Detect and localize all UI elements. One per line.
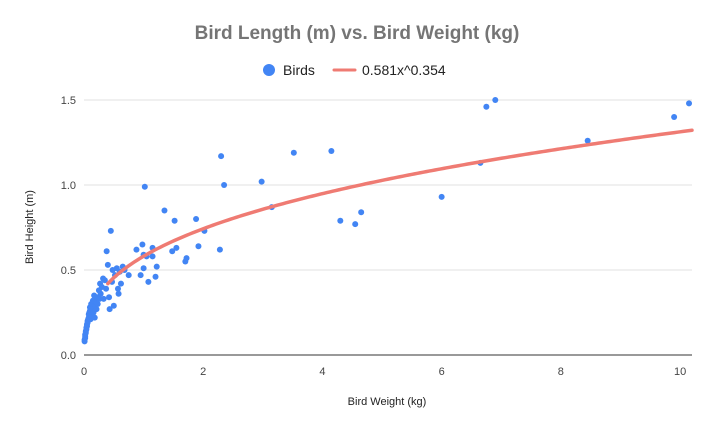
data-point [216, 246, 223, 253]
data-point [115, 290, 122, 297]
x-axis-ticks: 0 2 4 6 8 10 [81, 366, 686, 378]
data-point [145, 278, 152, 285]
x-tick-label: 2 [200, 366, 206, 378]
data-point [139, 241, 146, 248]
data-point [152, 273, 159, 280]
data-point [438, 193, 445, 200]
data-point [106, 306, 113, 313]
data-point [328, 148, 335, 154]
data-point [492, 97, 499, 103]
y-tick-label: 1.0 [61, 180, 76, 192]
data-point [358, 209, 365, 216]
x-tick-label: 0 [81, 366, 87, 378]
y-tick-label: 0.5 [61, 265, 76, 277]
data-point [337, 217, 344, 224]
data-point [352, 221, 359, 228]
data-point [100, 295, 107, 302]
x-tick-label: 6 [439, 366, 445, 378]
data-point [101, 277, 108, 284]
legend-label-trendline: 0.581x^0.354 [362, 62, 446, 78]
y-axis-ticks: 0.0 0.5 1.0 1.5 [61, 95, 76, 362]
data-point [258, 178, 265, 185]
data-points [81, 97, 693, 345]
x-tick-label: 4 [319, 366, 325, 378]
data-point [106, 294, 113, 301]
data-point [171, 217, 178, 224]
chart-title: Bird Length (m) vs. Bird Weight (kg) [195, 23, 520, 44]
data-point [161, 207, 168, 214]
data-point [483, 103, 490, 110]
x-tick-label: 8 [558, 366, 564, 378]
data-point [218, 153, 225, 160]
data-point [141, 183, 148, 190]
x-tick-label: 10 [674, 366, 686, 378]
data-point [137, 272, 144, 279]
data-point [195, 243, 202, 250]
data-point [91, 314, 98, 321]
data-point [290, 149, 297, 156]
legend: Birds 0.581x^0.354 [263, 62, 446, 78]
legend-marker-birds [263, 64, 275, 76]
data-point [96, 295, 103, 302]
data-point [125, 272, 132, 279]
data-point [193, 216, 200, 222]
data-point [671, 114, 678, 120]
data-point [149, 253, 156, 260]
grid-lines [84, 99, 692, 356]
trendline [106, 128, 694, 286]
data-point [94, 301, 101, 307]
data-point [153, 263, 160, 270]
y-tick-label: 1.5 [61, 95, 76, 107]
data-point [107, 227, 114, 234]
data-point [93, 306, 100, 313]
data-point [103, 248, 110, 255]
data-point [140, 265, 147, 272]
data-point [133, 246, 140, 253]
x-axis-label: Bird Weight (kg) [348, 396, 427, 408]
data-point [169, 248, 176, 255]
y-tick-label: 0.0 [61, 350, 76, 362]
data-point [221, 182, 228, 188]
data-point [114, 285, 121, 292]
data-point [584, 137, 591, 144]
data-point [686, 100, 693, 107]
data-point [97, 290, 104, 297]
data-point [103, 285, 110, 292]
y-axis-label: Bird Height (m) [24, 190, 36, 264]
data-point [183, 255, 190, 262]
data-point [104, 261, 111, 268]
data-point [173, 244, 180, 251]
data-point [117, 280, 124, 287]
data-point [110, 302, 117, 309]
legend-label-birds: Birds [283, 62, 315, 78]
